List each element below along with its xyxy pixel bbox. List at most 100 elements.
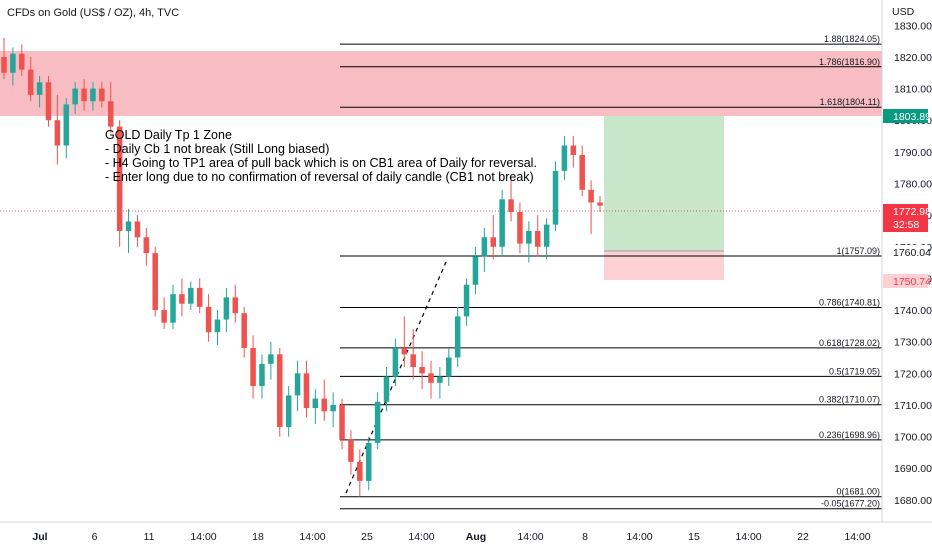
candle bbox=[27, 56, 34, 102]
candle bbox=[561, 136, 568, 181]
time-axis[interactable]: Jul 6 11 14:00 18 14:00 25 14:00 Aug 14:00 8 14:00 1… bbox=[32, 531, 870, 543]
candle bbox=[36, 75, 43, 108]
candle bbox=[277, 348, 283, 437]
time-tick-label: 25 bbox=[361, 531, 373, 543]
time-tick-label: 14:00 bbox=[190, 531, 216, 543]
fib-label-4: 0.786(1740.81) bbox=[819, 297, 880, 307]
stop-loss-zone[interactable] bbox=[604, 251, 724, 280]
candle bbox=[188, 281, 194, 311]
candle bbox=[481, 227, 488, 273]
candle bbox=[365, 436, 372, 491]
fib-label-7: 0.382(1710.07) bbox=[819, 395, 880, 405]
fibonacci-levels[interactable]: 1.88(1824.05) 1.786(1816.90) 1.618(1804.11… bbox=[340, 34, 882, 510]
candle bbox=[543, 218, 550, 260]
fib-label-5: 0.618(1728.02) bbox=[819, 338, 880, 348]
candle bbox=[268, 341, 274, 380]
fib-label-10: -0.05(1677.20) bbox=[821, 499, 880, 509]
candle bbox=[232, 284, 239, 323]
candle bbox=[152, 246, 158, 317]
price-tick-label: 1740.00 bbox=[894, 305, 932, 317]
bar-countdown: 32:58 bbox=[893, 219, 919, 231]
resistance-zone bbox=[0, 51, 882, 116]
fib-label-0: 1.88(1824.05) bbox=[824, 34, 880, 44]
time-tick-label: Jul bbox=[32, 531, 47, 543]
candle bbox=[303, 360, 310, 418]
candle bbox=[490, 215, 497, 260]
trend-line[interactable] bbox=[345, 261, 447, 494]
candle bbox=[250, 335, 256, 399]
candle bbox=[196, 278, 203, 314]
candle bbox=[259, 354, 265, 399]
candle bbox=[99, 82, 105, 108]
candle bbox=[383, 366, 390, 412]
price-tick-label: 1730.00 bbox=[894, 337, 932, 349]
annotation-line-2: - Daily Cb 1 not break (Still Long biase… bbox=[105, 142, 329, 156]
candle bbox=[107, 82, 114, 133]
time-tick-label: 8 bbox=[582, 531, 588, 543]
candle bbox=[321, 379, 327, 421]
candle bbox=[597, 196, 603, 212]
candle bbox=[410, 329, 416, 380]
time-tick-label: 14:00 bbox=[626, 531, 652, 543]
annotation-line-1: GOLD Daily Tp 1 Zone bbox=[105, 128, 232, 142]
fib-label-9: 0(1681.00) bbox=[836, 487, 880, 497]
candle bbox=[463, 278, 470, 326]
candle bbox=[125, 208, 132, 254]
annotation-line-3: - H4 Going to TP1 area of pull back whic… bbox=[105, 156, 537, 170]
candle bbox=[10, 47, 16, 86]
price-tick-label: 1710.00 bbox=[894, 400, 932, 412]
time-tick-label: 15 bbox=[688, 531, 700, 543]
profit-target-zone[interactable] bbox=[604, 116, 724, 251]
candle bbox=[170, 284, 176, 330]
candle bbox=[72, 82, 78, 114]
candle bbox=[1, 37, 7, 80]
candle bbox=[312, 389, 319, 424]
time-tick-label: 14:00 bbox=[408, 531, 434, 543]
candle bbox=[526, 221, 532, 263]
candle bbox=[330, 392, 336, 428]
last-price-badge: 1772.98 32:58 bbox=[883, 204, 931, 232]
candle bbox=[419, 351, 425, 390]
candle bbox=[134, 215, 141, 247]
price-tick-label: 1700.00 bbox=[894, 432, 932, 444]
candle bbox=[90, 82, 96, 111]
candle bbox=[45, 75, 52, 127]
candle bbox=[588, 180, 594, 235]
svg-text:1803.89: 1803.89 bbox=[893, 111, 931, 123]
last-price-label: 1772.98 bbox=[893, 206, 931, 218]
price-tick-label: 1680.00 bbox=[894, 495, 932, 507]
candle bbox=[161, 297, 167, 330]
candle bbox=[446, 348, 452, 386]
time-tick-label: 14:00 bbox=[844, 531, 870, 543]
svg-text:1760.04: 1760.04 bbox=[893, 247, 931, 259]
entry-price-badge: 1760.04 bbox=[883, 245, 931, 259]
candle bbox=[437, 366, 443, 399]
candle bbox=[143, 227, 150, 266]
time-tick-label: 11 bbox=[144, 531, 155, 543]
time-tick-label: 6 bbox=[92, 531, 98, 543]
price-tick-label: 1780.00 bbox=[894, 178, 932, 190]
svg-text:1750.74: 1750.74 bbox=[893, 276, 931, 288]
annotation-text[interactable]: GOLD Daily Tp 1 Zone - Daily Cb 1 not br… bbox=[105, 128, 537, 184]
currency-label: USD bbox=[892, 6, 915, 18]
candles bbox=[1, 37, 603, 497]
candle bbox=[339, 398, 345, 450]
symbol-title: CFDs on Gold (US$ / OZ), 4h, TVC bbox=[7, 7, 179, 19]
price-tick-label: 1830.00 bbox=[894, 20, 932, 32]
candle bbox=[348, 430, 354, 475]
fib-label-3: 1(1757.09) bbox=[836, 246, 880, 256]
candle bbox=[392, 338, 399, 386]
candle bbox=[499, 189, 505, 257]
candle bbox=[357, 449, 363, 497]
candle bbox=[552, 161, 559, 231]
candle bbox=[54, 94, 61, 165]
candle bbox=[570, 136, 577, 168]
candle bbox=[579, 145, 585, 197]
candle bbox=[428, 360, 434, 399]
candle bbox=[454, 306, 461, 367]
candle bbox=[294, 360, 301, 412]
price-tick-label: 1690.00 bbox=[894, 463, 932, 475]
candle bbox=[179, 278, 185, 317]
